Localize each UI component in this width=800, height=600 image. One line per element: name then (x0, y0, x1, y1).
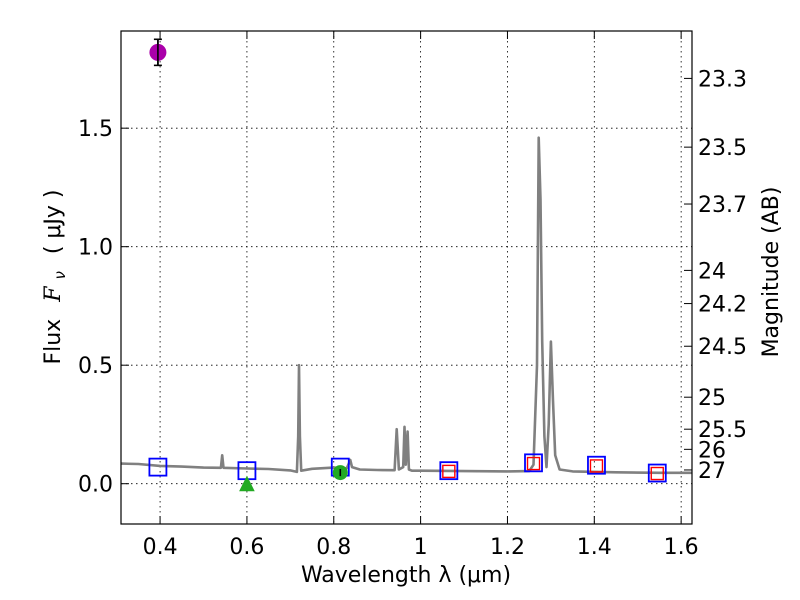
y2-tick-label: 26 (698, 438, 726, 463)
y2-axis-label: Magnitude (AB) (759, 187, 784, 358)
plot-frame (120, 30, 693, 525)
x-tick-label: 1.6 (664, 535, 699, 560)
observed-photometry-square (442, 464, 456, 479)
x-axis-label: Wavelength λ (μm) (301, 563, 511, 588)
x-tick-label: 1.4 (577, 535, 612, 560)
y-axis-label-f: F (41, 286, 66, 303)
model-photometry-square (439, 461, 459, 481)
observed-photometry-square (589, 459, 604, 473)
y2-tick-label: 27 (698, 459, 726, 484)
x-tick-label: 0.6 (229, 535, 264, 560)
y-tick-label: 1.0 (78, 236, 113, 261)
y-axis-label-flux: Flux (41, 319, 66, 365)
y2-tick-label: 23.3 (698, 67, 747, 92)
model-photometry-square (148, 457, 168, 477)
observed-photometry-square (526, 456, 541, 471)
model-photometry-square (647, 463, 667, 483)
grid-lines (121, 31, 692, 524)
model-photometry-square (587, 455, 606, 475)
y-tick-label: 0.5 (78, 354, 113, 379)
y2-tick-label: 24 (698, 259, 726, 284)
observed-photometry-square (650, 466, 664, 481)
x-tick-label: 1 (414, 535, 428, 560)
y2-tick-label: 25.5 (698, 418, 747, 443)
x-tick-label: 1.2 (490, 535, 525, 560)
model-photometry-square (524, 453, 543, 473)
upper-limit-triangle (239, 475, 255, 492)
y-tick-label: 1.5 (78, 117, 113, 142)
y2-tick-label: 25 (698, 386, 726, 411)
y-tick-label: 0.0 (78, 473, 113, 498)
y2-tick-label: 24.2 (698, 293, 747, 318)
y2-tick-label: 23.5 (698, 136, 747, 161)
x-tick-label: 0.4 (143, 535, 178, 560)
x-tick-label: 0.8 (316, 535, 351, 560)
y-axis-label: Flux F ν ( μJy ) (41, 189, 71, 364)
y2-tick-label: 23.7 (698, 193, 747, 218)
y2-tick-label: 24.5 (698, 335, 747, 360)
spectrum-line (121, 136, 692, 475)
y-axis-label-unit: ( μJy ) (41, 189, 66, 254)
y-axis-label-nu: ν (51, 271, 69, 279)
